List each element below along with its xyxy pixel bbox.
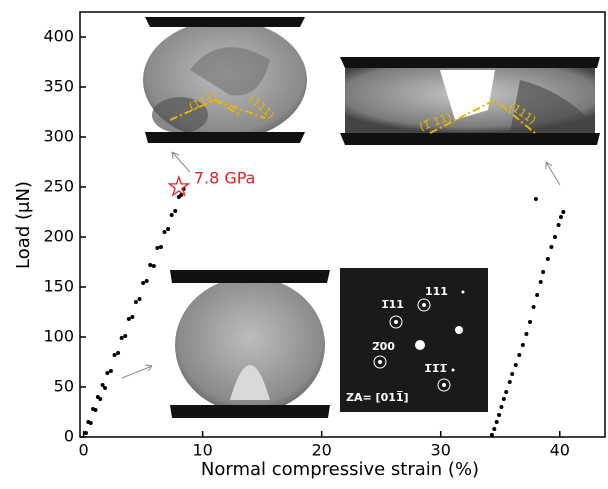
point: [520, 343, 525, 347]
diffraction-label: 2̅00: [372, 340, 395, 353]
point: [492, 427, 497, 431]
point: [494, 420, 499, 424]
point: [137, 297, 142, 301]
point: [108, 369, 113, 373]
diffraction-label: 1̅1̅1̅: [424, 362, 447, 375]
annotation: 7.8 GPa: [194, 169, 256, 188]
point: [83, 431, 88, 435]
point: [558, 215, 563, 219]
point: [151, 264, 156, 268]
inset-bottom-left: [170, 270, 330, 418]
y-tick-label: 100: [43, 327, 74, 346]
y-tick-label: 350: [43, 77, 74, 96]
point: [126, 317, 131, 321]
point: [545, 257, 550, 261]
point: [162, 230, 167, 234]
point: [507, 380, 512, 384]
point: [173, 209, 178, 213]
point: [489, 433, 494, 437]
point: [513, 363, 518, 367]
point: [166, 227, 171, 231]
point: [133, 300, 138, 304]
point: [148, 263, 153, 267]
point: [123, 334, 128, 338]
point: [504, 390, 509, 394]
point: [158, 245, 163, 249]
x-tick-label: 40: [550, 441, 570, 460]
point: [155, 246, 160, 250]
point: [497, 413, 502, 417]
y-tick-label: 400: [43, 27, 74, 46]
inset-diffraction: 111 1̅11 2̅00 1̅1̅1̅ ZA= [011̅]: [340, 268, 488, 412]
y-tick-label: 200: [43, 227, 74, 246]
y-tick-label: 300: [43, 127, 74, 146]
point: [93, 408, 98, 412]
x-tick-label: 10: [192, 441, 212, 460]
point: [499, 405, 504, 409]
y-tick-label: 250: [43, 177, 74, 196]
point: [510, 372, 515, 376]
inset-top-right: (1̅ 11) (111): [340, 57, 600, 145]
point: [535, 293, 540, 297]
point: [130, 315, 135, 319]
point: [553, 235, 557, 239]
diffraction-label: 1̅11: [381, 298, 404, 311]
point: [561, 210, 566, 214]
point: [556, 223, 561, 227]
point: [549, 245, 554, 249]
point: [105, 371, 110, 375]
y-axis-label: Load (μN): [13, 181, 34, 269]
x-axis-label: Normal compressive strain (%): [201, 459, 479, 480]
point: [169, 213, 174, 217]
y-tick-label: 0: [64, 427, 74, 446]
point: [528, 320, 532, 324]
point: [144, 279, 149, 283]
x-tick-label: 20: [311, 441, 331, 460]
point: [119, 336, 124, 340]
point: [88, 421, 93, 425]
point: [112, 353, 117, 357]
point: [524, 332, 529, 336]
point: [541, 270, 546, 274]
point: [501, 397, 506, 401]
point: [98, 397, 103, 401]
point: [103, 386, 107, 390]
x-tick-label: 0: [78, 441, 88, 460]
point: [116, 351, 121, 355]
annotation-star: [167, 175, 191, 197]
y-tick-label: 50: [54, 377, 74, 396]
y-tick-label: 150: [43, 277, 74, 296]
point: [141, 281, 146, 285]
point: [517, 353, 522, 357]
inset-top-left: (111) (111): [143, 17, 307, 143]
diffraction-label: ZA= [011̅]: [346, 391, 409, 404]
x-tick-label: 30: [431, 441, 451, 460]
arrows: [121, 151, 561, 379]
point: [100, 383, 105, 387]
point: [538, 280, 543, 284]
axes-frame: [79, 11, 606, 438]
point: [533, 197, 538, 201]
point: [531, 305, 536, 309]
diffraction-label: 111: [425, 285, 448, 298]
